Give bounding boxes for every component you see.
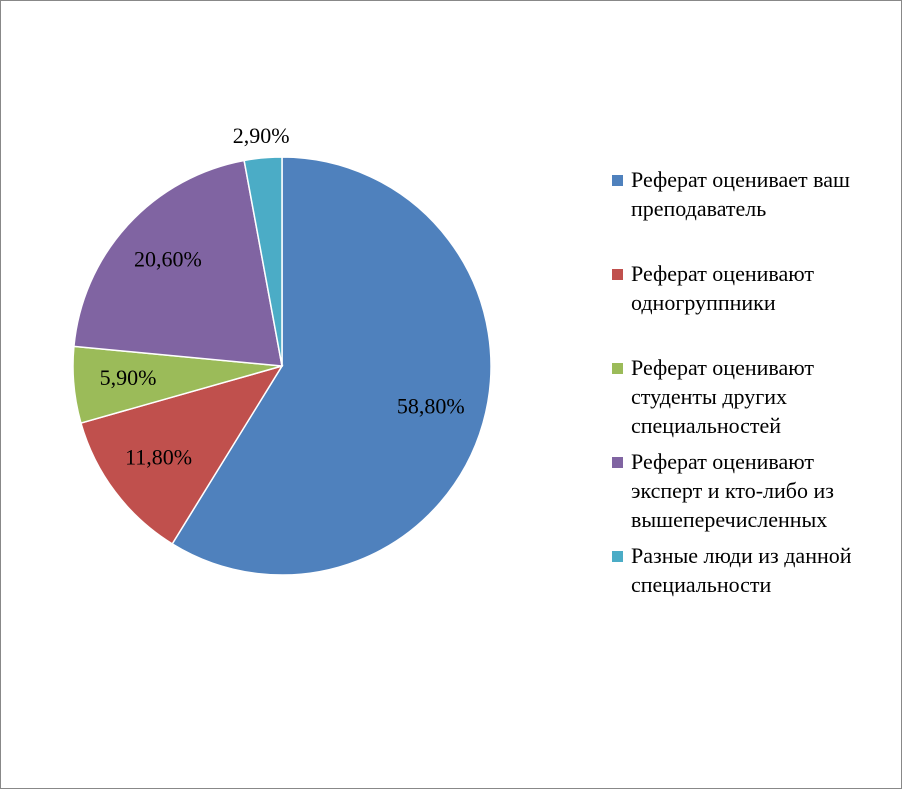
legend-swatch	[612, 175, 623, 186]
legend-label: Реферат оценивает ваш преподаватель	[631, 167, 850, 221]
pie-slice	[243, 156, 283, 367]
legend-item: Реферат оценивает ваш преподаватель	[612, 165, 887, 259]
legend-swatch	[612, 457, 623, 468]
data-label: 2,90%	[233, 123, 290, 148]
legend-item: Реферат оценивают студенты других специа…	[612, 353, 887, 447]
legend: Реферат оценивает ваш преподаватель Рефер…	[612, 165, 887, 635]
data-label: 11,80%	[125, 444, 192, 469]
legend-item: Реферат оценивают эксперт и кто-либо из …	[612, 447, 887, 541]
legend-label: Разные люди из данной специальности	[631, 543, 852, 597]
legend-item: Реферат оценивают одногруппники	[612, 259, 887, 353]
legend-item: Разные люди из данной специальности	[612, 541, 887, 635]
legend-swatch	[612, 551, 623, 562]
legend-swatch	[612, 269, 623, 280]
legend-label: Реферат оценивают одногруппники	[631, 261, 815, 315]
legend-label: Реферат оценивают эксперт и кто-либо из …	[631, 449, 834, 532]
pie-slice	[80, 364, 284, 545]
pie-slice	[73, 159, 283, 367]
legend-label: Реферат оценивают студенты других специа…	[631, 355, 815, 438]
data-label: 58,80%	[397, 393, 465, 418]
pie-slice	[171, 156, 492, 576]
data-label: 20,60%	[134, 247, 202, 272]
legend-swatch	[612, 363, 623, 374]
data-label: 5,90%	[100, 365, 157, 390]
